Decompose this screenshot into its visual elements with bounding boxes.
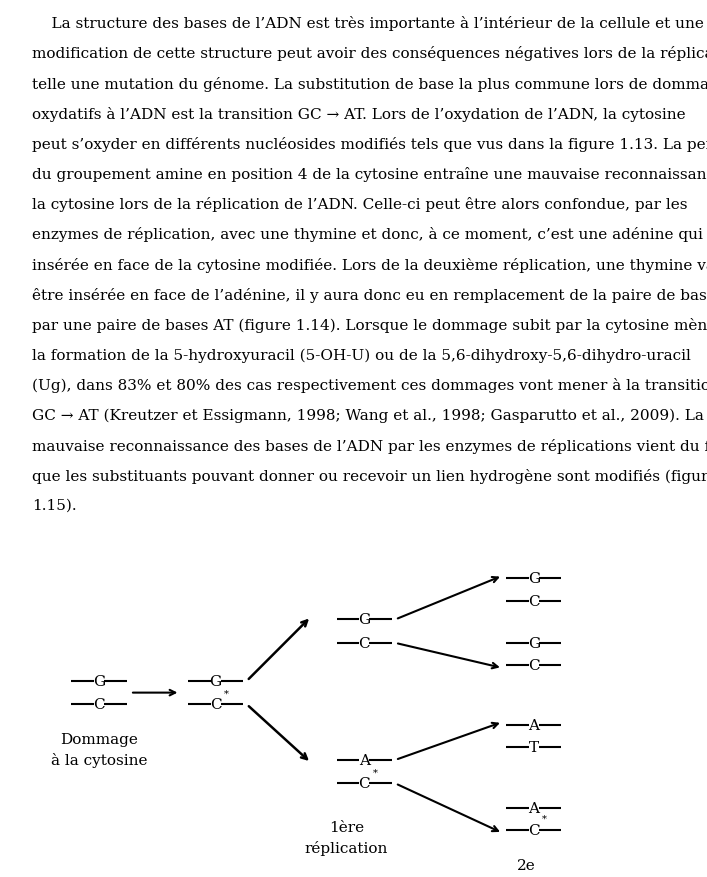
Text: (Ug), dans 83% et 80% des cas respectivement ces dommages vont mener à la transi: (Ug), dans 83% et 80% des cas respective… — [32, 378, 707, 393]
Text: *: * — [542, 814, 547, 824]
Text: par une paire de bases AT (figure 1.14). Lorsque le dommage subit par la cytosin: par une paire de bases AT (figure 1.14).… — [32, 317, 707, 332]
Text: C: C — [528, 824, 539, 838]
Text: modification de cette structure peut avoir des conséquences négatives lors de la: modification de cette structure peut avo… — [32, 46, 707, 61]
Text: réplication: réplication — [305, 840, 388, 855]
Text: *: * — [224, 688, 229, 697]
Text: G: G — [527, 572, 540, 586]
Text: C: C — [93, 697, 105, 711]
Text: 1.15).: 1.15). — [32, 498, 76, 512]
Text: G: G — [93, 674, 105, 688]
Text: G: G — [358, 613, 370, 627]
Text: la cytosine lors de la réplication de l’ADN. Celle-ci peut être alors confondue,: la cytosine lors de la réplication de l’… — [32, 197, 687, 212]
Text: Dommage: Dommage — [60, 732, 138, 746]
Text: 2e: 2e — [518, 859, 536, 873]
Text: *: * — [373, 767, 378, 776]
Text: C: C — [528, 659, 539, 673]
Text: à la cytosine: à la cytosine — [51, 752, 147, 767]
Text: C: C — [358, 776, 370, 790]
Text: La structure des bases de l’ADN est très importante à l’intérieur de la cellule : La structure des bases de l’ADN est très… — [32, 16, 703, 32]
Text: A: A — [358, 753, 370, 767]
Text: T: T — [529, 740, 539, 754]
Text: mauvaise reconnaissance des bases de l’ADN par les enzymes de réplications vient: mauvaise reconnaissance des bases de l’A… — [32, 438, 707, 453]
Text: la formation de la 5-hydroxyuracil (5-OH-U) ou de la 5,6-dihydroxy-5,6-dihydro-u: la formation de la 5-hydroxyuracil (5-OH… — [32, 347, 691, 362]
Text: être insérée en face de l’adénine, il y aura donc eu en remplacement de la paire: être insérée en face de l’adénine, il y … — [32, 288, 707, 303]
Text: telle une mutation du génome. La substitution de base la plus commune lors de do: telle une mutation du génome. La substit… — [32, 76, 707, 91]
Text: enzymes de réplication, avec une thymine et donc, à ce moment, c’est une adénine: enzymes de réplication, avec une thymine… — [32, 227, 707, 242]
Text: C: C — [528, 594, 539, 608]
Text: 1ère: 1ère — [329, 820, 364, 834]
Text: que les substituants pouvant donner ou recevoir un lien hydrogène sont modifiés : que les substituants pouvant donner ou r… — [32, 468, 707, 483]
Text: oxydatifs à l’ADN est la transition GC → AT. Lors de l’oxydation de l’ADN, la cy: oxydatifs à l’ADN est la transition GC →… — [32, 107, 686, 122]
Text: A: A — [528, 801, 539, 815]
Text: C: C — [210, 697, 221, 711]
Text: G: G — [527, 636, 540, 650]
Text: C: C — [358, 636, 370, 650]
Text: G: G — [209, 674, 222, 688]
Text: GC → AT (Kreutzer et Essigmann, 1998; Wang et al., 1998; Gasparutto et al., 2009: GC → AT (Kreutzer et Essigmann, 1998; Wa… — [32, 408, 703, 423]
Text: insérée en face de la cytosine modifiée. Lors de la deuxième réplication, une th: insérée en face de la cytosine modifiée.… — [32, 257, 707, 272]
Text: A: A — [528, 718, 539, 732]
Text: du groupement amine en position 4 de la cytosine entraîne une mauvaise reconnais: du groupement amine en position 4 de la … — [32, 167, 707, 182]
Text: peut s’oxyder en différents nucléosides modifiés tels que vus dans la figure 1.1: peut s’oxyder en différents nucléosides … — [32, 137, 707, 152]
